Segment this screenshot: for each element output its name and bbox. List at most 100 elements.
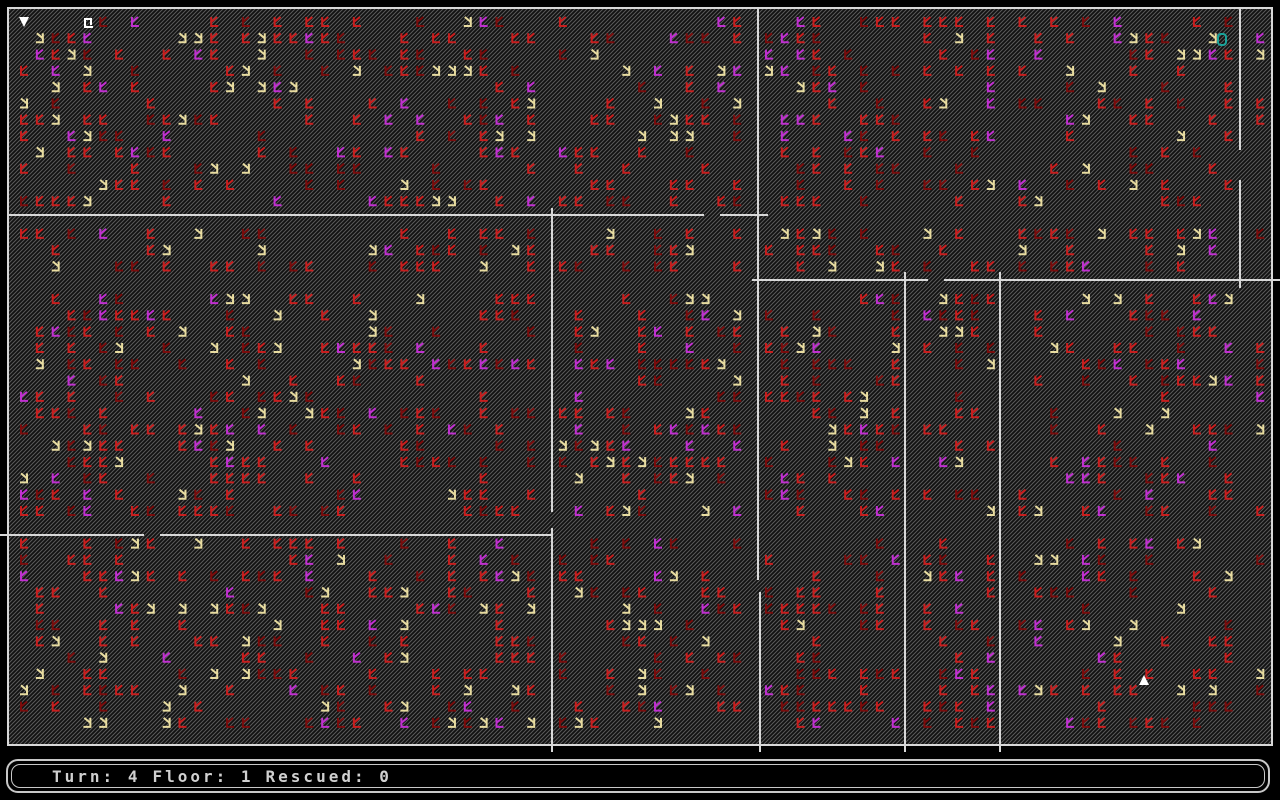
entity-glyph: [479, 244, 488, 256]
entity-glyph: [20, 195, 28, 207]
entity-glyph: [955, 358, 964, 370]
entity-glyph: [654, 97, 662, 109]
entity-glyph: [35, 228, 44, 239]
entity-glyph: [257, 342, 266, 353]
entity-glyph: [130, 505, 139, 516]
entity-glyph: [384, 423, 393, 435]
entity-glyph: [764, 456, 773, 468]
entity-glyph: [130, 81, 139, 93]
status-value: 4: [127, 767, 141, 786]
entity-glyph: [463, 114, 472, 125]
entity-glyph: [35, 32, 44, 44]
entity-glyph: [99, 717, 108, 728]
entity-glyph: [939, 456, 948, 468]
entity-glyph: [416, 293, 425, 305]
entity-glyph: [875, 537, 884, 549]
entity-glyph: [130, 635, 139, 647]
entity-glyph: [1081, 162, 1090, 174]
entity-glyph: [875, 146, 884, 158]
entity-glyph: [1081, 374, 1090, 386]
entity-glyph: [305, 97, 314, 109]
entity-glyph: [574, 440, 583, 451]
entity-glyph: [1081, 114, 1090, 125]
entity-glyph: [923, 97, 932, 109]
entity-glyph: [305, 586, 314, 598]
entity-glyph: [812, 114, 821, 125]
entity-glyph: [1256, 554, 1265, 565]
entity-glyph: [67, 342, 76, 353]
entity-glyph: [812, 668, 821, 679]
entity-glyph: [1177, 65, 1186, 76]
entity-glyph: [273, 81, 282, 93]
entity-glyph: [1256, 48, 1265, 60]
entity-glyph: [1161, 358, 1170, 370]
entity-glyph: [574, 260, 583, 272]
entity-glyph: [241, 570, 250, 582]
entity-glyph: [764, 244, 773, 256]
entity-glyph: [162, 309, 171, 321]
entity-glyph: [1208, 684, 1217, 696]
entity-glyph: [479, 668, 488, 679]
entity-glyph: [257, 391, 266, 402]
entity-glyph: [511, 309, 520, 321]
entity-glyph: [780, 391, 789, 402]
entity-glyph: [20, 130, 28, 142]
entity-glyph: [368, 260, 377, 272]
entity-glyph: [1145, 717, 1154, 728]
entity-glyph: [1081, 293, 1090, 305]
entity-glyph: [923, 342, 932, 353]
entity-glyph: [939, 48, 948, 60]
entity-glyph: [986, 570, 995, 582]
entity-glyph: [654, 668, 662, 679]
entity-glyph: [1224, 651, 1233, 663]
entity-glyph: [717, 391, 726, 402]
entity-glyph: [1208, 700, 1217, 712]
entity-glyph: [321, 684, 330, 696]
entity-glyph: [35, 325, 44, 337]
entity-glyph: [812, 586, 821, 598]
entity-glyph: [99, 228, 108, 239]
entity-glyph: [654, 472, 662, 484]
entity-glyph: [1161, 505, 1170, 516]
entity-glyph: [891, 65, 900, 76]
entity-glyph: [130, 537, 139, 549]
stairs-up: [1139, 675, 1149, 685]
entity-glyph: [828, 228, 837, 239]
entity-glyph: [955, 488, 964, 500]
entity-glyph: [590, 537, 599, 549]
entity-glyph: [1066, 179, 1075, 190]
entity-glyph: [844, 488, 853, 500]
entity-glyph: [35, 488, 44, 500]
entity-glyph: [606, 407, 615, 419]
entity-glyph: [1097, 179, 1106, 190]
entity-glyph: [1129, 684, 1138, 696]
entity-glyph: [162, 195, 171, 207]
entity-glyph: [1192, 325, 1201, 337]
entity-glyph: [606, 505, 615, 516]
entity-glyph: [289, 423, 298, 435]
entity-glyph: [622, 505, 631, 516]
entity-glyph: [463, 700, 472, 712]
entity-glyph: [1256, 684, 1265, 696]
entity-glyph: [780, 114, 789, 125]
entity-glyph: [1192, 570, 1201, 582]
entity-glyph: [257, 260, 266, 272]
entity-glyph: [20, 488, 28, 500]
entity-glyph: [1097, 700, 1106, 712]
entity-glyph: [1066, 472, 1075, 484]
entity-glyph: [305, 162, 314, 174]
entity-glyph: [780, 65, 789, 76]
entity-glyph: [495, 146, 504, 158]
entity-glyph: [764, 391, 773, 402]
entity-glyph: [447, 537, 456, 549]
entity-glyph: [669, 195, 678, 207]
entity-glyph: [1066, 130, 1075, 142]
entity-glyph: [574, 342, 583, 353]
entity-glyph: [1256, 374, 1265, 386]
entity-glyph: [971, 179, 979, 190]
entity-glyph: [210, 603, 219, 614]
entity-glyph: [210, 81, 219, 93]
entity-glyph: [527, 293, 536, 305]
entity-glyph: [1177, 342, 1186, 353]
entity-glyph: [812, 717, 821, 728]
